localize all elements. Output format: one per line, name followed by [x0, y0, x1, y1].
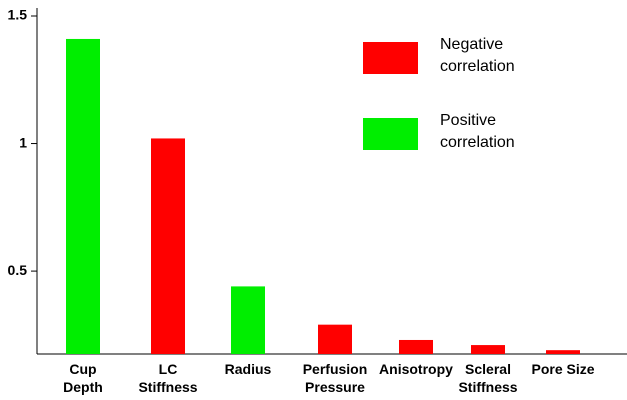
bar — [399, 339, 433, 354]
y-tick-label: 1 — [19, 134, 27, 150]
bar — [318, 324, 352, 354]
legend-label: Positive correlation — [440, 112, 515, 151]
bar — [231, 286, 265, 354]
bar — [546, 350, 580, 354]
x-tick-label: Perfusion Pressure — [302, 361, 368, 395]
legend-label: Negative correlation — [440, 36, 515, 75]
bar — [151, 138, 185, 354]
x-tick-label: Scleral Stiffness — [458, 361, 518, 395]
bar — [471, 345, 505, 354]
y-tick-label: 0.5 — [8, 262, 28, 278]
x-tick-label: LC Stiffness — [138, 361, 198, 395]
y-tick-label: 1.5 — [8, 7, 28, 23]
bar — [66, 38, 100, 354]
legend-swatch — [363, 42, 418, 74]
legend-swatch — [363, 118, 418, 150]
x-tick-label: Pore Size — [531, 361, 595, 377]
x-tick-label: Radius — [224, 361, 272, 377]
x-tick-label: Cup Depth — [63, 361, 103, 395]
x-tick-label: Anisotropy — [379, 361, 453, 377]
